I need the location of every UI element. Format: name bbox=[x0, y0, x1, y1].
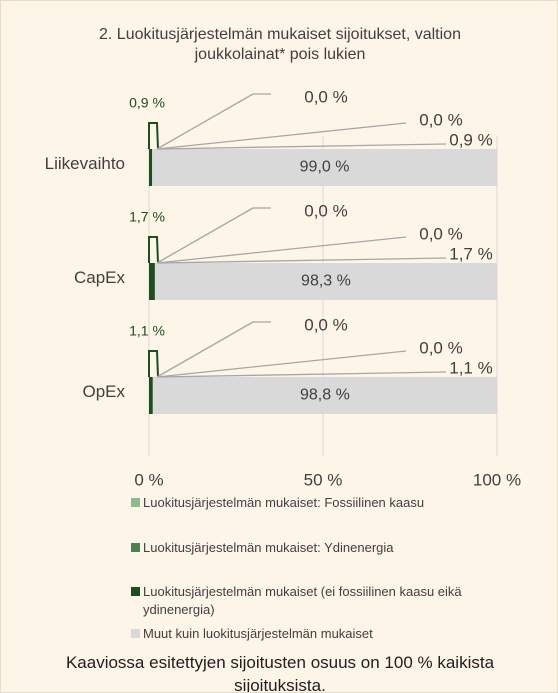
legend-item: Luokitusjärjestelmän mukaiset: Fossiilin… bbox=[131, 494, 503, 512]
data-label: 1,1 % bbox=[449, 358, 492, 377]
leader-line bbox=[156, 143, 447, 150]
data-label: 0,0 % bbox=[419, 224, 462, 243]
leader-line bbox=[156, 321, 254, 378]
callout bbox=[148, 350, 159, 378]
leader-line bbox=[156, 236, 407, 264]
leader-line bbox=[156, 93, 254, 150]
leader-line bbox=[156, 122, 407, 150]
callout bbox=[148, 122, 159, 150]
data-label: 99,0 % bbox=[300, 159, 350, 176]
legend-swatch bbox=[131, 543, 140, 552]
y-tick-label: CapEx bbox=[74, 268, 126, 287]
leader-line bbox=[156, 207, 254, 264]
legend-swatch bbox=[131, 587, 140, 596]
data-label: 0,9 % bbox=[449, 130, 492, 149]
bar-segment bbox=[149, 149, 153, 186]
data-label: 0,0 % bbox=[304, 201, 347, 220]
y-tick-label: OpEx bbox=[82, 382, 125, 401]
bar-segment bbox=[152, 149, 497, 186]
data-label: 0,0 % bbox=[419, 338, 462, 357]
chart-title: 2. Luokitusjärjestelmän mukaiset sijoitu… bbox=[99, 26, 461, 63]
data-label: 1,7 % bbox=[449, 244, 492, 263]
callout bbox=[148, 236, 159, 264]
data-label: 1,1 % bbox=[129, 323, 165, 339]
legend-item: Muut kuin luokitusjärjestelmän mukaiset bbox=[131, 625, 503, 643]
legend-label: Luokitusjärjestelmän mukaiset: Fossiilin… bbox=[143, 495, 425, 510]
legend-label: Luokitusjärjestelmän mukaiset: Ydinenerg… bbox=[143, 540, 394, 555]
legend-label: Muut kuin luokitusjärjestelmän mukaiset bbox=[143, 626, 373, 641]
note: Kaaviossa esitettyjen sijoitusten osuus … bbox=[65, 653, 495, 693]
bar-segment bbox=[154, 263, 497, 300]
legend-swatch bbox=[131, 498, 140, 507]
legend-label: Luokitusjärjestelmän mukaiset (ei fossii… bbox=[143, 584, 462, 617]
data-label: 0,0 % bbox=[304, 87, 347, 106]
data-label: 0,0 % bbox=[419, 110, 462, 129]
bar-segment bbox=[149, 377, 153, 414]
y-tick-label: Liikevaihto bbox=[45, 154, 125, 173]
leader-line bbox=[156, 350, 407, 378]
data-label: 98,8 % bbox=[300, 387, 350, 404]
bar-segment bbox=[152, 377, 497, 414]
leader-line bbox=[156, 257, 447, 264]
data-label: 0,9 % bbox=[129, 95, 165, 111]
data-label: 1,7 % bbox=[129, 209, 165, 225]
legend-item: Luokitusjärjestelmän mukaiset: Ydinenerg… bbox=[131, 539, 503, 557]
legend-item: Luokitusjärjestelmän mukaiset (ei fossii… bbox=[131, 583, 503, 619]
legend-swatch bbox=[131, 629, 140, 638]
x-tick-label: 100 % bbox=[473, 470, 521, 489]
x-tick-label: 0 % bbox=[134, 470, 163, 489]
leader-line bbox=[156, 371, 447, 378]
x-tick-label: 50 % bbox=[304, 470, 343, 489]
data-label: 98,3 % bbox=[301, 273, 351, 290]
data-label: 0,0 % bbox=[304, 315, 347, 334]
bar-segment bbox=[149, 263, 155, 300]
